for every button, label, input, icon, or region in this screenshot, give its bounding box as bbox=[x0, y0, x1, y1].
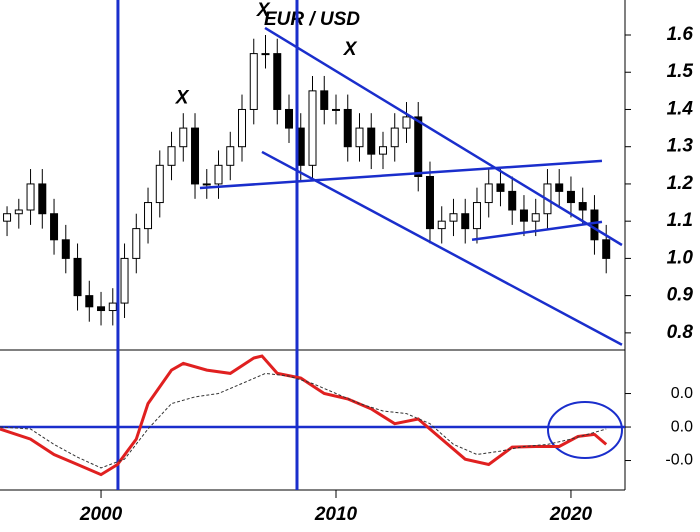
candle-body bbox=[14, 209, 23, 215]
x-tick-label: 2010 bbox=[314, 504, 358, 525]
candle-body bbox=[578, 202, 587, 211]
candle-body bbox=[132, 228, 141, 259]
candle-body bbox=[249, 53, 258, 110]
candle-body bbox=[285, 108, 294, 129]
y-tick-label: 1.1 bbox=[667, 210, 693, 231]
candle-body bbox=[390, 127, 399, 148]
candle-body bbox=[496, 183, 505, 192]
annotation: X bbox=[343, 39, 358, 60]
candle-body bbox=[120, 257, 129, 304]
candle-body bbox=[320, 90, 329, 110]
y-tick-label: 1.6 bbox=[667, 24, 694, 45]
candle-body bbox=[472, 202, 481, 230]
oscillator-line bbox=[0, 372, 607, 469]
x-tick-label: 2000 bbox=[79, 504, 123, 525]
candle-body bbox=[61, 239, 70, 259]
candle-body bbox=[273, 53, 282, 110]
candle-body bbox=[226, 146, 235, 166]
candle-body bbox=[308, 90, 317, 166]
candle-body bbox=[85, 295, 94, 308]
candle-body bbox=[449, 213, 458, 222]
candle-body bbox=[484, 183, 493, 204]
x-tick-label: 2020 bbox=[549, 504, 593, 525]
candle-body bbox=[214, 164, 223, 185]
trendline bbox=[264, 26, 623, 247]
candle-body bbox=[602, 239, 611, 259]
candle-body bbox=[167, 146, 176, 166]
y-tick-label: 1.2 bbox=[667, 173, 694, 194]
candle-body bbox=[261, 53, 270, 56]
candle-body bbox=[531, 213, 540, 222]
candle-body bbox=[50, 213, 59, 241]
candle-body bbox=[519, 209, 528, 222]
candle-body bbox=[26, 183, 35, 211]
candle-body bbox=[343, 108, 352, 148]
candle-body bbox=[425, 175, 434, 230]
candle-body bbox=[331, 108, 340, 111]
y-tick-label: 1.5 bbox=[667, 61, 694, 82]
candle-body bbox=[144, 202, 153, 230]
y-tick-label: 0.0 bbox=[671, 418, 693, 435]
y-tick-label: 0.9 bbox=[667, 285, 694, 306]
candle-body bbox=[3, 213, 12, 222]
trendline bbox=[471, 220, 603, 242]
candle-body bbox=[437, 220, 446, 230]
candle-body bbox=[108, 302, 117, 312]
candle-body bbox=[202, 183, 211, 186]
trendline bbox=[199, 159, 603, 190]
candle-body bbox=[238, 108, 247, 148]
y-tick-label: 0.0 bbox=[671, 385, 693, 402]
candle-body bbox=[566, 190, 575, 204]
trendline bbox=[261, 150, 623, 346]
y-tick-label: 0.8 bbox=[667, 322, 694, 343]
candle-body bbox=[73, 257, 82, 297]
candle-body bbox=[155, 164, 164, 204]
candle-body bbox=[97, 306, 106, 312]
highlight-ellipse bbox=[547, 401, 623, 459]
candle-body bbox=[378, 146, 387, 155]
y-tick-label: -0.0 bbox=[665, 452, 693, 469]
candle-body bbox=[191, 127, 200, 185]
candle-body bbox=[38, 183, 47, 215]
candle-body bbox=[402, 116, 411, 129]
candle-body bbox=[367, 127, 376, 155]
candle-body bbox=[590, 209, 599, 241]
candle-body bbox=[461, 213, 470, 230]
annotation: X bbox=[256, 0, 271, 21]
annotation: X bbox=[175, 87, 190, 108]
y-tick-label: 1.0 bbox=[667, 247, 694, 268]
candle-body bbox=[555, 183, 564, 192]
candle-body bbox=[355, 127, 364, 148]
chart-title: EUR / USD bbox=[264, 9, 360, 30]
candle-body bbox=[414, 116, 423, 177]
y-tick-label: 1.3 bbox=[667, 136, 694, 157]
candle-body bbox=[179, 127, 188, 148]
candle-body bbox=[508, 190, 517, 211]
oscillator-line bbox=[0, 354, 608, 477]
y-tick-label: 1.4 bbox=[667, 98, 694, 119]
